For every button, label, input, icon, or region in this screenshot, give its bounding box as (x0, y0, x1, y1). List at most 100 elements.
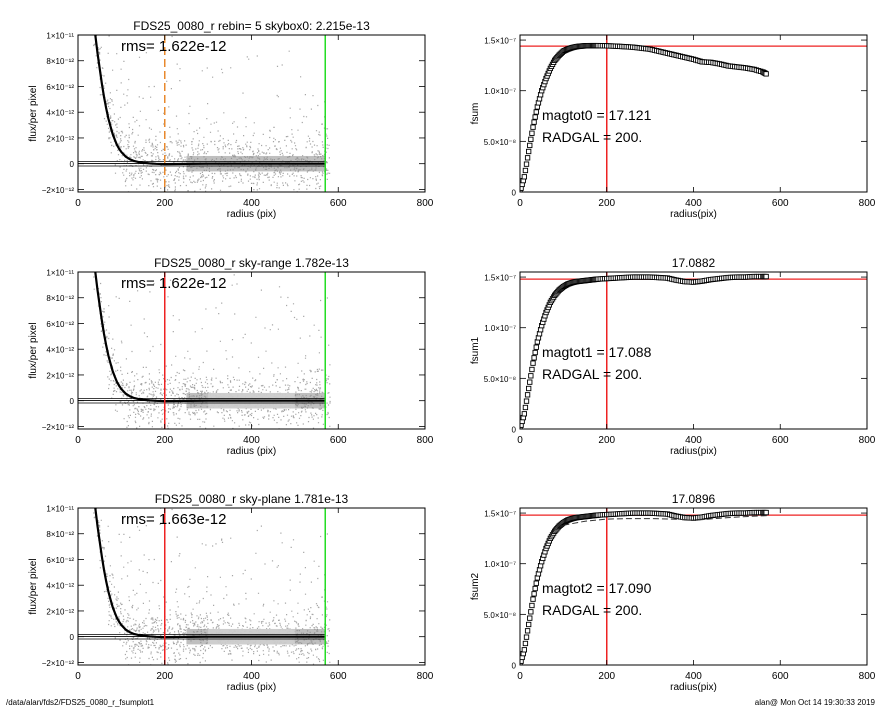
x-tick-label: 0 (75, 198, 81, 209)
y-tick-label: 0 (512, 189, 517, 198)
series-marker (527, 615, 533, 621)
series-line-2 (563, 515, 768, 526)
x-tick-label: 600 (772, 435, 789, 446)
y-tick-label: 8×10⁻¹² (46, 294, 74, 303)
y-tick-label: −2×10⁻¹² (42, 186, 75, 195)
x-tick-label: 800 (859, 671, 876, 682)
chart-title: 17.0882 (672, 256, 716, 270)
radgal-annotation: RADGAL = 200. (542, 602, 642, 618)
footer-file-path: /data/alan/fds2/FDS25_0080_r_fsumplot1 (6, 698, 155, 707)
plot-area (520, 35, 867, 192)
x-tick-label: 400 (685, 435, 702, 446)
y-tick-label: 4×10⁻¹² (46, 109, 74, 118)
series-marker (527, 142, 533, 149)
series-marker (533, 109, 539, 115)
x-tick-label: 0 (517, 198, 523, 209)
y-axis-label: flux/per pixel (28, 558, 39, 614)
series-marker (532, 349, 538, 356)
y-tick-label: 1.5×10⁻⁷ (484, 37, 516, 46)
y-tick-label: 1×10⁻¹¹ (46, 269, 74, 278)
chart-panel-6: 0 200 400 600 800 0 5.0×10⁻⁸ 1.0×10⁻⁷ 1.5×10⁻⁷ ra… (470, 492, 876, 693)
y-tick-label: 6×10⁻¹² (46, 556, 74, 565)
plot-area (78, 272, 331, 429)
chart-panel-5: 0 200 400 600 800−2×10⁻¹²02×10⁻¹²4×10⁻¹²6×10… (28, 492, 434, 693)
series-marker (523, 398, 530, 404)
series-marker (524, 628, 531, 634)
y-tick-label: 0 (70, 397, 75, 406)
y-tick-label: 5.0×10⁻⁸ (484, 375, 516, 384)
x-tick-label: 800 (417, 435, 434, 446)
series-marker (529, 130, 535, 136)
y-axis-label: fsum1 (470, 336, 481, 364)
x-tick-label: 400 (685, 671, 702, 682)
y-tick-label: 8×10⁻¹² (46, 530, 74, 539)
y-tick-label: 2×10⁻¹² (46, 134, 74, 143)
magtot-annotation: magtot0 = 17.121 (542, 107, 652, 123)
series-marker (530, 596, 536, 602)
y-tick-label: 1×10⁻¹¹ (46, 32, 74, 41)
chart-panel-2: 0 200 400 600 800 0 5.0×10⁻⁸ 1.0×10⁻⁷ 1.5×10⁻⁷ ra… (470, 34, 876, 220)
x-tick-label: 200 (156, 671, 173, 682)
radgal-annotation: RADGAL = 200. (542, 366, 642, 382)
y-tick-label: 1.0×10⁻⁷ (484, 560, 516, 569)
profile-line (94, 35, 326, 166)
series-marker (521, 647, 527, 653)
series-marker (524, 155, 531, 161)
x-tick-label: 400 (243, 198, 260, 209)
x-tick-label: 200 (156, 435, 173, 446)
y-axis-label: flux/per pixel (28, 322, 39, 378)
y-tick-label: 1.0×10⁻⁷ (484, 87, 516, 96)
series-marker (531, 119, 537, 125)
series-marker (531, 355, 537, 361)
x-tick-label: 400 (685, 198, 702, 209)
plot-area (78, 508, 331, 665)
x-tick-label: 800 (417, 198, 434, 209)
rms-annotation: rms= 1.622e-12 (121, 38, 226, 55)
y-tick-label: 6×10⁻¹² (46, 83, 74, 92)
y-tick-label: 8×10⁻¹² (46, 57, 74, 66)
chart-panel-4: 0 200 400 600 800 0 5.0×10⁻⁸ 1.0×10⁻⁷ 1.5×10⁻⁷ ra… (470, 256, 876, 457)
x-tick-label: 600 (330, 198, 347, 209)
y-tick-label: 0 (512, 426, 517, 435)
y-axis-label: fsum2 (470, 572, 481, 600)
series-marker (523, 161, 530, 167)
series-marker (521, 411, 527, 417)
x-axis-label: radius(pix) (670, 209, 717, 220)
rms-annotation: rms= 1.622e-12 (121, 275, 226, 292)
x-tick-label: 400 (243, 671, 260, 682)
series-marker (520, 189, 523, 192)
series-marker (533, 580, 539, 586)
chart-panel-3: 0 200 400 600 800−2×10⁻¹²02×10⁻¹²4×10⁻¹²6×10… (28, 256, 434, 457)
rms-annotation: rms= 1.663e-12 (121, 511, 226, 528)
series-marker (529, 366, 535, 373)
y-tick-label: 4×10⁻¹² (46, 582, 74, 591)
series-marker (763, 273, 769, 280)
y-tick-label: 4×10⁻¹² (46, 346, 74, 355)
footer-timestamp: alan@ Mon Oct 14 19:30:33 2019 (754, 698, 875, 707)
y-axis-label: flux/per pixel (28, 85, 39, 141)
x-tick-label: 600 (772, 671, 789, 682)
magtot-annotation: magtot1 = 17.088 (542, 344, 652, 360)
x-tick-label: 0 (517, 671, 523, 682)
series-marker (523, 634, 530, 640)
x-tick-label: 800 (417, 671, 434, 682)
x-tick-label: 200 (598, 671, 615, 682)
series-marker (763, 71, 769, 77)
chart-title: FDS25_0080_r sky-range 1.782e-13 (154, 256, 349, 270)
series-marker (526, 148, 532, 155)
x-tick-label: 0 (75, 671, 81, 682)
y-tick-label: 0 (512, 662, 517, 671)
x-axis-label: radius (pix) (227, 446, 276, 457)
profile-line (94, 508, 326, 639)
series-marker (521, 174, 527, 180)
y-tick-label: 2×10⁻¹² (46, 607, 74, 616)
y-tick-label: 1.5×10⁻⁷ (484, 510, 516, 519)
series-marker (530, 124, 536, 130)
profile-line (94, 272, 326, 403)
series-marker (522, 640, 529, 647)
x-tick-label: 0 (75, 435, 81, 446)
chart-panel-1: 0 200 400 600 800−2×10⁻¹²02×10⁻¹²4×10⁻¹²6×10… (28, 19, 434, 220)
series-marker (532, 114, 538, 120)
plot-area (520, 508, 867, 665)
